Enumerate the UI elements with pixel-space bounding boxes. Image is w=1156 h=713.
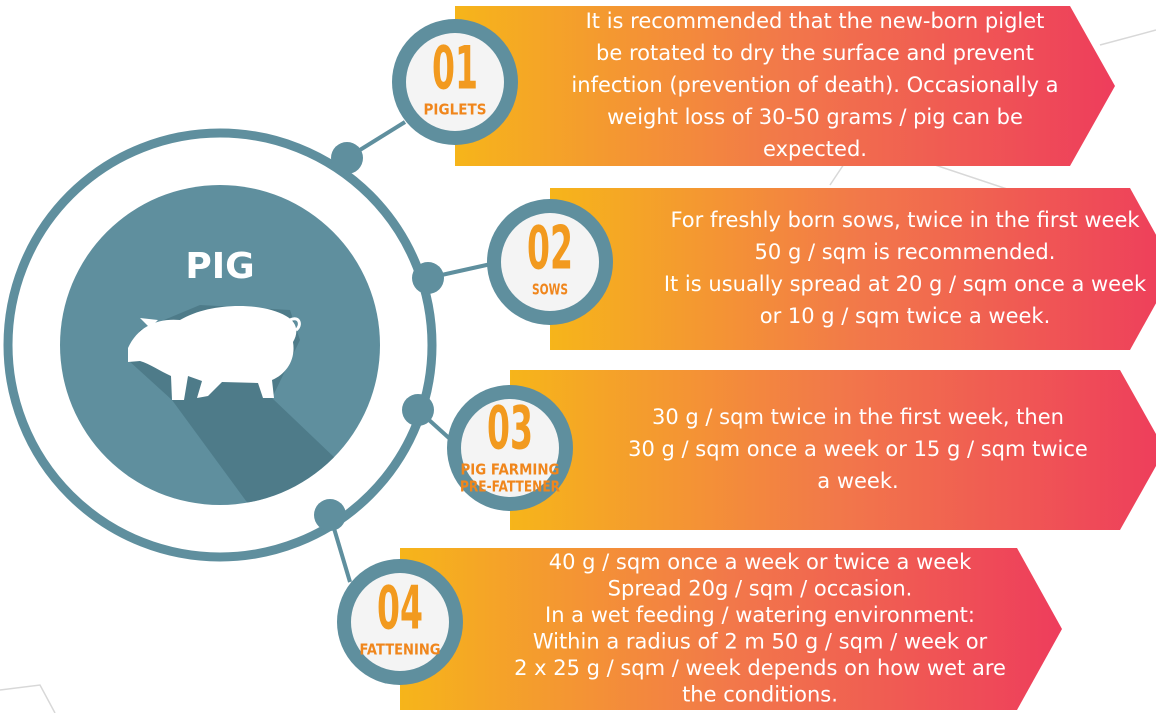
banner-text: infection (prevention of death). Occasio… bbox=[571, 73, 1058, 97]
banner-text: or 10 g / sqm twice a week. bbox=[760, 304, 1051, 328]
badge-label: PIG FARMING bbox=[461, 461, 560, 479]
banner-text: It is usually spread at 20 g / sqm once … bbox=[664, 272, 1147, 296]
badge-number: 02 bbox=[527, 214, 573, 284]
banner-text: In a wet feeding / watering environment: bbox=[545, 603, 975, 627]
banner-text: weight loss of 30-50 grams / pig can be bbox=[607, 105, 1023, 129]
banner-text: 50 g / sqm is recommended. bbox=[755, 240, 1056, 264]
title: PIG bbox=[185, 246, 254, 287]
banner-text: Spread 20g / sqm / occasion. bbox=[608, 576, 913, 600]
banner-text: 40 g / sqm once a week or twice a week bbox=[549, 550, 972, 574]
badge-label: FATTENING bbox=[360, 641, 441, 659]
banner-text: 2 x 25 g / sqm / week depends on how wet… bbox=[514, 656, 1006, 680]
banner-text: 30 g / sqm twice in the first week, then bbox=[652, 405, 1064, 429]
banner-text: a week. bbox=[817, 469, 898, 493]
banner-text: 30 g / sqm once a week or 15 g / sqm twi… bbox=[628, 437, 1088, 461]
badge-label: PIGLETS bbox=[424, 101, 487, 119]
badge-label: PRE-FATTENER bbox=[460, 478, 560, 496]
badge-number: 04 bbox=[377, 574, 423, 644]
banner-text: For freshly born sows, twice in the firs… bbox=[670, 208, 1140, 232]
badge-label: SOWS bbox=[532, 281, 568, 299]
banner-text: It is recommended that the new-born pigl… bbox=[586, 9, 1045, 33]
banner-text: the conditions. bbox=[682, 682, 838, 706]
ring-dot bbox=[331, 142, 363, 174]
infographic: PIG 01PIGLETS It is recommended that the … bbox=[0, 0, 1156, 713]
ring-dot bbox=[314, 499, 346, 531]
banner-text: be rotated to dry the surface and preven… bbox=[596, 41, 1034, 65]
banner-text: Within a radius of 2 m 50 g / sqm / week… bbox=[533, 629, 988, 653]
badge-number: 03 bbox=[487, 394, 533, 464]
banner-text: expected. bbox=[763, 137, 867, 161]
ring-dot bbox=[402, 394, 434, 426]
ring-dot bbox=[412, 262, 444, 294]
badge-number: 01 bbox=[432, 34, 478, 104]
